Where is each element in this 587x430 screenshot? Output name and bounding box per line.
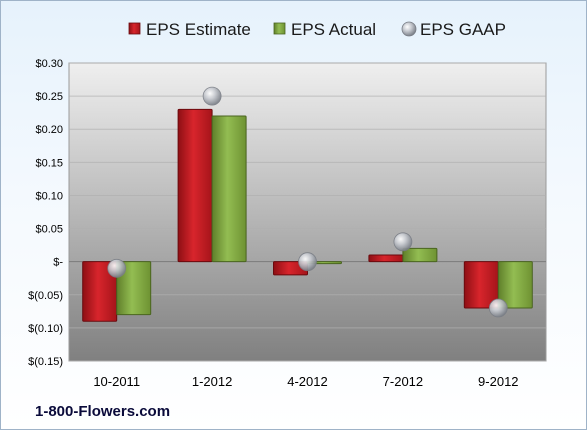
legend-gaap-label: EPS GAAP: [420, 20, 506, 39]
legend-actual-label: EPS Actual: [291, 20, 376, 39]
y-tick-label: $0.20: [35, 124, 63, 136]
actual-bar: [211, 115, 247, 263]
estimate-bar: [177, 108, 213, 263]
y-tick-label: $0.30: [35, 58, 63, 70]
y-tick-label: $(0.15): [28, 356, 63, 368]
x-tick-label: 7-2012: [383, 374, 423, 389]
gaap-marker: [202, 86, 222, 106]
gaap-marker: [488, 298, 508, 318]
legend-actual-swatch: [273, 22, 286, 35]
legend-gaap-swatch: [401, 21, 417, 37]
y-tick-label: $(0.10): [28, 323, 63, 335]
y-tick-label: $0.10: [35, 190, 63, 202]
actual-bar: [116, 261, 152, 316]
plot-area: [68, 62, 547, 362]
legend-estimate-label: EPS Estimate: [146, 20, 251, 39]
y-tick-label: $0.15: [35, 157, 63, 169]
y-tick-label: $0.25: [35, 91, 63, 103]
actual-bar: [497, 261, 533, 309]
gaap-marker: [393, 232, 413, 252]
company-name: 1-800-Flowers.com: [35, 403, 171, 420]
y-tick-label: $0.05: [35, 224, 63, 236]
legend-estimate-swatch: [128, 22, 141, 35]
x-tick-label: 1-2012: [192, 374, 232, 389]
y-tick-label: $(0.05): [28, 290, 63, 302]
x-tick-label: 9-2012: [478, 374, 518, 389]
y-tick-label: $-: [53, 257, 63, 269]
gaap-marker: [298, 252, 317, 272]
actual-bar: [402, 247, 438, 263]
gaap-marker: [107, 258, 127, 278]
x-tick-label: 10-2011: [93, 374, 140, 389]
x-tick-label: 4-2012: [287, 374, 327, 389]
estimate-bar: [368, 254, 404, 263]
